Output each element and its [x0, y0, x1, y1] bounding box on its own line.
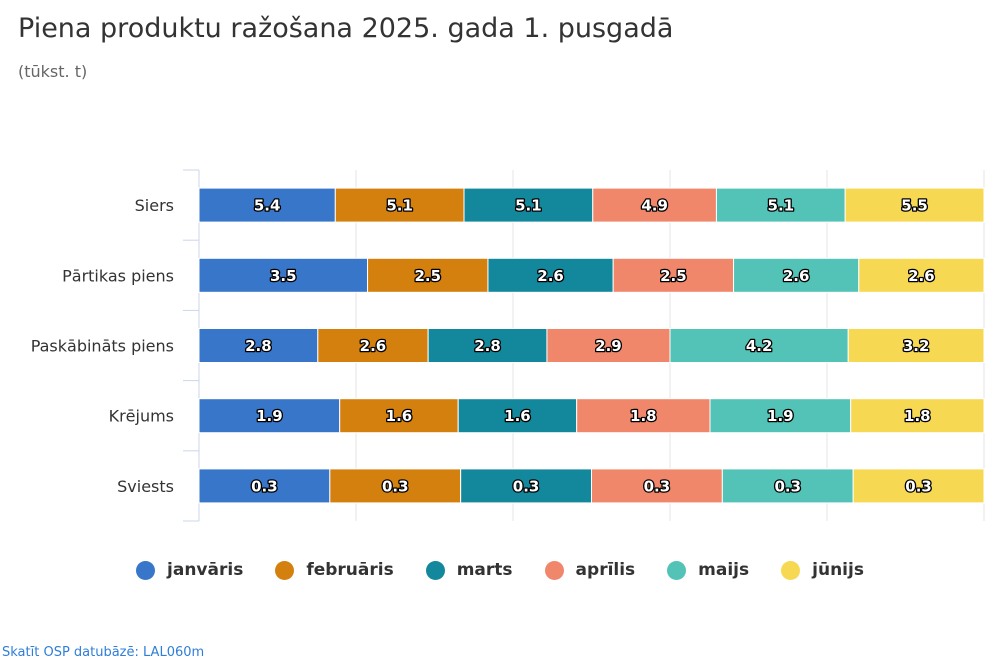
data-label: 0.3 [774, 477, 801, 495]
legend-item[interactable]: maijs [667, 560, 749, 580]
chart-legend: janvāris februāris marts aprīlis maijs jūnijs [0, 560, 1000, 580]
chart-title: Piena produktu ražošana 2025. gada 1. pu… [18, 13, 674, 44]
stacked-bar-chart: Siers 5.4 5.1 5.1 4.9 5.1 5.5 Pārtikas piens 3.5… [31, 169, 985, 522]
bar-segment [487, 257, 614, 293]
legend-label: marts [456, 560, 513, 580]
category-label: Paskābināts piens [31, 337, 174, 356]
data-label: 5.1 [515, 197, 542, 215]
bar-segment [612, 257, 735, 293]
data-label: 2.6 [360, 337, 387, 355]
data-label: 1.6 [504, 407, 531, 425]
legend-swatch [275, 560, 295, 580]
bar-segment [427, 328, 548, 363]
bar-segment [592, 187, 717, 223]
bar-segment [317, 328, 429, 363]
data-label: 0.3 [382, 477, 409, 495]
bar-segment [733, 257, 860, 293]
bar-segment [457, 398, 578, 434]
legend-label: aprīlis [575, 560, 636, 580]
bar-segment [591, 468, 723, 504]
data-label: 2.6 [908, 267, 935, 285]
bar-segment [850, 398, 985, 434]
data-label: 1.9 [767, 407, 794, 425]
data-label: 1.8 [904, 407, 931, 425]
data-label: 2.6 [537, 267, 564, 285]
data-label: 2.5 [414, 267, 441, 285]
bar-segment [844, 187, 985, 223]
legend-item[interactable]: marts [425, 560, 513, 580]
data-label: 0.3 [905, 477, 932, 495]
chart-subtitle: (tūkst. t) [18, 62, 88, 81]
data-label: 1.6 [386, 407, 413, 425]
data-label: 4.9 [641, 197, 668, 215]
legend-item[interactable]: februāris [275, 560, 394, 580]
data-label: 0.3 [644, 477, 671, 495]
data-label: 3.2 [903, 337, 930, 355]
data-label: 2.6 [783, 267, 810, 285]
legend-swatch [136, 560, 156, 580]
legend-label: maijs [698, 560, 750, 580]
data-label: 3.5 [270, 267, 297, 285]
data-label: 0.3 [251, 477, 278, 495]
data-label: 5.5 [901, 197, 928, 215]
bar-segment [367, 257, 489, 293]
bar-segment [852, 468, 985, 504]
data-label: 2.8 [245, 337, 272, 355]
category-label: Krējums [109, 407, 174, 426]
data-label: 4.2 [746, 337, 773, 355]
data-label: 0.3 [513, 477, 540, 495]
legend-item[interactable]: aprīlis [544, 560, 636, 580]
data-label: 1.9 [256, 407, 283, 425]
data-label: 1.8 [630, 407, 657, 425]
data-label: 5.1 [768, 197, 795, 215]
legend-item[interactable]: janvāris [136, 560, 243, 580]
bar-segment [669, 328, 849, 363]
data-label: 2.8 [474, 337, 501, 355]
legend-label: janvāris [167, 560, 244, 580]
legend-item[interactable]: jūnijs [781, 560, 864, 580]
bar-segment [463, 187, 594, 223]
category-label: Sviests [117, 477, 174, 496]
bar-segment [198, 398, 341, 434]
data-label: 5.4 [254, 197, 281, 215]
legend-label: februāris [306, 560, 394, 580]
data-label: 2.9 [595, 337, 622, 355]
bar-segment [460, 468, 592, 504]
legend-swatch [425, 560, 445, 580]
legend-swatch [781, 560, 801, 580]
bar-segment [198, 187, 336, 223]
legend-swatch [667, 560, 687, 580]
bar-segment [858, 257, 985, 293]
source-database-link[interactable]: Skatīt OSP datubāzē: LAL060m [2, 645, 205, 660]
category-label: Pārtikas piens [62, 266, 174, 285]
category-label: Siers [135, 196, 174, 215]
bar-segment [546, 328, 671, 363]
bar-segment [198, 257, 369, 293]
bar-segment [334, 187, 465, 223]
bar-segment [847, 328, 985, 363]
bar-segment [576, 398, 711, 434]
bar-segment [329, 468, 462, 504]
data-label: 5.1 [386, 197, 413, 215]
legend-label: jūnijs [812, 560, 864, 580]
legend-swatch [544, 560, 564, 580]
bar-segment [198, 328, 319, 363]
data-label: 2.5 [660, 267, 687, 285]
